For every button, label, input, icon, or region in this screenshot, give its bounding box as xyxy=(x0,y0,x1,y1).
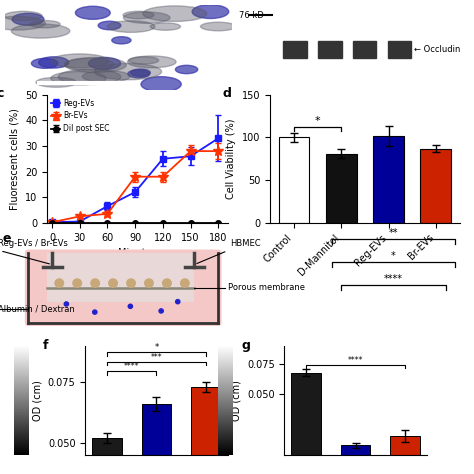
Text: 76 kD: 76 kD xyxy=(239,11,264,20)
Text: **: ** xyxy=(389,228,398,238)
Bar xyxy=(283,41,307,58)
Ellipse shape xyxy=(107,21,155,32)
Ellipse shape xyxy=(36,77,77,87)
Y-axis label: OD (cm): OD (cm) xyxy=(32,380,42,421)
X-axis label: Minutes: Minutes xyxy=(118,248,157,258)
Bar xyxy=(279,137,310,223)
Legend: Reg-EVs, Br-EVs, Dil post SEC: Reg-EVs, Br-EVs, Dil post SEC xyxy=(51,99,110,133)
Bar xyxy=(191,387,221,474)
Circle shape xyxy=(192,5,229,18)
Y-axis label: Fluorescent cells (%): Fluorescent cells (%) xyxy=(10,108,20,210)
Circle shape xyxy=(127,279,135,287)
Circle shape xyxy=(175,65,198,73)
Circle shape xyxy=(145,279,153,287)
Ellipse shape xyxy=(123,11,154,19)
Circle shape xyxy=(128,304,132,309)
Bar xyxy=(353,41,376,58)
FancyBboxPatch shape xyxy=(47,253,194,301)
Ellipse shape xyxy=(4,11,42,20)
Ellipse shape xyxy=(201,22,236,31)
Circle shape xyxy=(141,77,181,92)
Bar xyxy=(319,41,341,58)
Circle shape xyxy=(55,279,64,287)
Circle shape xyxy=(159,309,163,313)
Y-axis label: Cell Viability (%): Cell Viability (%) xyxy=(227,118,237,199)
Circle shape xyxy=(181,279,189,287)
Bar xyxy=(388,41,411,58)
Ellipse shape xyxy=(65,57,127,73)
Text: Reg-EVs / Br-EVs: Reg-EVs / Br-EVs xyxy=(0,239,67,248)
Ellipse shape xyxy=(150,23,181,30)
Circle shape xyxy=(38,57,69,68)
Circle shape xyxy=(91,279,100,287)
Text: e: e xyxy=(2,232,11,245)
Text: ***: *** xyxy=(151,353,162,362)
Circle shape xyxy=(31,58,58,68)
FancyBboxPatch shape xyxy=(25,249,221,326)
Ellipse shape xyxy=(128,56,176,68)
Bar xyxy=(420,148,451,223)
Ellipse shape xyxy=(58,69,121,84)
Text: *: * xyxy=(391,251,396,261)
Circle shape xyxy=(109,279,118,287)
Text: Albumin / Dextran: Albumin / Dextran xyxy=(0,304,74,313)
Ellipse shape xyxy=(123,12,170,23)
Ellipse shape xyxy=(51,72,106,85)
Ellipse shape xyxy=(94,64,162,80)
Circle shape xyxy=(73,279,82,287)
Text: ****: **** xyxy=(348,356,363,365)
Circle shape xyxy=(131,69,150,76)
Bar xyxy=(373,136,404,223)
Circle shape xyxy=(163,279,171,287)
Text: *: * xyxy=(155,343,158,352)
Text: ****: **** xyxy=(124,363,139,372)
Ellipse shape xyxy=(51,54,109,68)
Y-axis label: OD (cm): OD (cm) xyxy=(231,380,241,421)
Ellipse shape xyxy=(82,71,130,82)
Ellipse shape xyxy=(129,57,159,64)
Ellipse shape xyxy=(30,20,60,28)
Bar xyxy=(291,373,321,455)
Circle shape xyxy=(128,70,150,78)
Circle shape xyxy=(98,21,121,30)
Circle shape xyxy=(175,300,180,304)
Bar xyxy=(341,446,370,455)
Circle shape xyxy=(75,6,110,19)
Bar xyxy=(390,436,420,455)
Text: Porous membrane: Porous membrane xyxy=(228,283,304,292)
Bar xyxy=(142,404,171,474)
Ellipse shape xyxy=(143,6,207,21)
Ellipse shape xyxy=(11,24,70,38)
Text: ****: **** xyxy=(384,274,403,284)
Text: d: d xyxy=(223,87,232,100)
Circle shape xyxy=(64,302,68,306)
Ellipse shape xyxy=(0,16,46,30)
Text: ← Occludin: ← Occludin xyxy=(413,45,460,54)
Circle shape xyxy=(112,36,131,44)
Circle shape xyxy=(12,13,44,25)
Text: g: g xyxy=(242,339,251,353)
Text: HBMEC: HBMEC xyxy=(230,239,261,248)
Circle shape xyxy=(89,57,120,70)
Bar xyxy=(92,438,122,474)
Text: c: c xyxy=(0,87,4,100)
Circle shape xyxy=(92,310,97,314)
Text: f: f xyxy=(43,339,48,353)
Ellipse shape xyxy=(64,58,114,70)
Text: *: * xyxy=(315,117,320,127)
Bar xyxy=(326,154,357,223)
